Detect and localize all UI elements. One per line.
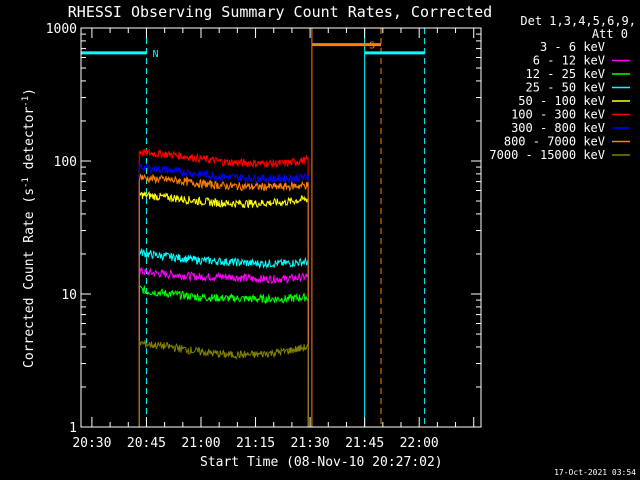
chart-title: RHESSI Observing Summary Count Rates, Co… bbox=[68, 3, 492, 21]
plot-frame bbox=[80, 27, 482, 428]
series-line bbox=[138, 190, 309, 428]
y-tick-label: 100 bbox=[54, 155, 77, 170]
legend-label: 3 - 6 keV bbox=[540, 40, 605, 54]
series-line bbox=[138, 162, 309, 428]
x-tick-label: 21:30 bbox=[291, 436, 330, 451]
x-tick-label: 21:00 bbox=[181, 436, 220, 451]
flag-label: S bbox=[369, 41, 375, 52]
series-line bbox=[138, 284, 309, 428]
legend-label: 50 - 100 keV bbox=[518, 94, 605, 108]
series-line bbox=[138, 267, 309, 428]
x-tick-label: 22:00 bbox=[400, 436, 439, 451]
x-axis-label: Start Time (08-Nov-10 20:27:02) bbox=[200, 455, 443, 470]
x-tick-label: 21:45 bbox=[345, 436, 384, 451]
legend-label: 800 - 7000 keV bbox=[504, 135, 605, 149]
y-tick-label: 1000 bbox=[46, 22, 77, 37]
series-line bbox=[138, 173, 309, 428]
series-line bbox=[138, 148, 309, 428]
plot-area: NS bbox=[80, 28, 426, 428]
x-tick-label: 20:45 bbox=[127, 436, 166, 451]
legend-header-line-1: Det 1,3,4,5,6,9, bbox=[520, 14, 636, 28]
axes: 1 10 100 1000 20:30 20:45 21:00 21:15 21:30 21:45… bbox=[46, 22, 481, 451]
y-tick-label: 10 bbox=[61, 288, 77, 303]
x-tick-label: 20:30 bbox=[72, 436, 111, 451]
legend-label: 100 - 300 keV bbox=[511, 108, 605, 122]
series-line bbox=[138, 248, 309, 428]
legend-label: 7000 - 15000 keV bbox=[489, 148, 605, 162]
legend-label: 6 - 12 keV bbox=[533, 54, 605, 68]
legend-label: 12 - 25 keV bbox=[526, 67, 605, 81]
legend-label: 25 - 50 keV bbox=[526, 81, 605, 95]
generation-timestamp: 17-Oct-2021 03:54 bbox=[554, 468, 636, 477]
x-tick-label: 21:15 bbox=[236, 436, 275, 451]
legend-header-line-2: Att 0 bbox=[592, 27, 628, 41]
y-tick-label: 1 bbox=[69, 421, 77, 436]
series-line bbox=[138, 339, 309, 428]
legend-label: 300 - 800 keV bbox=[511, 121, 605, 135]
y-axis-label: Corrected Count Rate (s-1 detector-1) bbox=[21, 88, 37, 368]
flag-label: N bbox=[152, 49, 158, 60]
